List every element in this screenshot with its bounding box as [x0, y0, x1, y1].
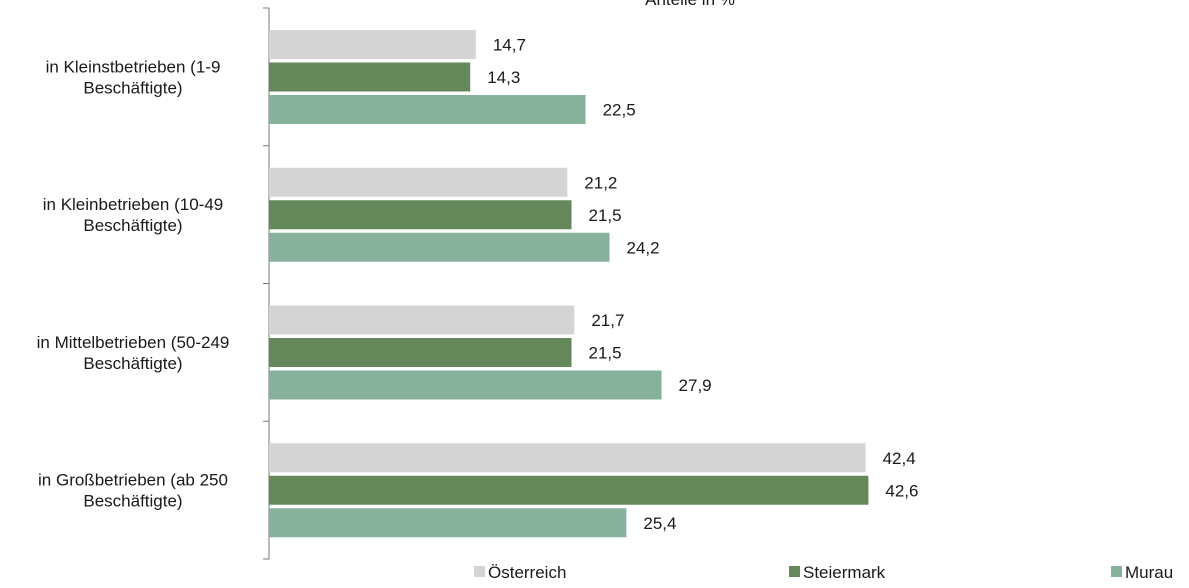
legend-item[interactable]: Österreich [474, 563, 566, 582]
value-label: 21,2 [584, 173, 617, 192]
value-label: 21,5 [589, 344, 622, 363]
chart-title: Anteile in % [645, 0, 735, 9]
bar--sterreich-0 [269, 30, 476, 59]
legend-swatch [1111, 566, 1122, 577]
bar--sterreich-1 [269, 167, 568, 197]
value-label: 22,5 [603, 101, 636, 120]
value-label: 27,9 [679, 376, 712, 395]
bar-murau-2 [269, 370, 662, 400]
category-label: in Mittelbetrieben (50-249 Beschäftigte) [37, 333, 230, 373]
bar--sterreich-2 [269, 305, 575, 335]
legend-label: Steiermark [803, 563, 886, 582]
bar-murau-3 [269, 508, 627, 538]
category-label: in Kleinstbetrieben (1-9 Beschäftigte) [46, 57, 221, 97]
value-label: 14,3 [487, 68, 520, 87]
legend[interactable]: Österreich Steiermark Murau [474, 563, 1173, 582]
legend-item[interactable]: Steiermark [789, 563, 886, 582]
legend-item[interactable]: Murau [1111, 563, 1173, 582]
legend-label: Österreich [488, 563, 566, 582]
category-label: in Kleinbetrieben (10-49 Beschäftigte) [43, 195, 224, 235]
value-label: 42,4 [883, 449, 916, 468]
value-label: 21,7 [591, 311, 624, 330]
bars [269, 30, 869, 538]
category-label: in Großbetrieben (ab 250 Beschäftigte) [38, 471, 228, 511]
value-label: 42,6 [885, 481, 918, 500]
value-label: 25,4 [643, 514, 676, 533]
value-label: 21,5 [589, 206, 622, 225]
legend-swatch [789, 566, 800, 577]
legend-label: Murau [1125, 563, 1173, 582]
category-axis: in Kleinstbetrieben (1-9 Beschäftigte) in … [37, 7, 270, 560]
bar-steiermark-3 [269, 475, 869, 505]
bar-steiermark-2 [269, 338, 572, 367]
legend-swatch [474, 566, 485, 577]
bar-murau-1 [269, 232, 610, 262]
data-labels: 14,7 21,2 21,7 42,4 14,3 21,5 21,5 42,6 22,5 24,2… [487, 36, 918, 533]
value-label: 14,7 [493, 36, 526, 55]
bar-steiermark-1 [269, 200, 572, 230]
bar--sterreich-3 [269, 443, 866, 473]
bar-murau-0 [269, 95, 586, 124]
bar-steiermark-0 [269, 62, 471, 92]
value-label: 24,2 [626, 238, 659, 257]
